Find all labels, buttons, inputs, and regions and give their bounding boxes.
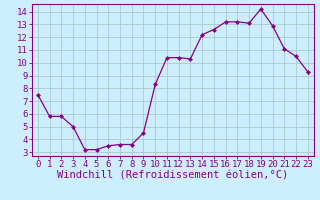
X-axis label: Windchill (Refroidissement éolien,°C): Windchill (Refroidissement éolien,°C) xyxy=(57,171,288,181)
